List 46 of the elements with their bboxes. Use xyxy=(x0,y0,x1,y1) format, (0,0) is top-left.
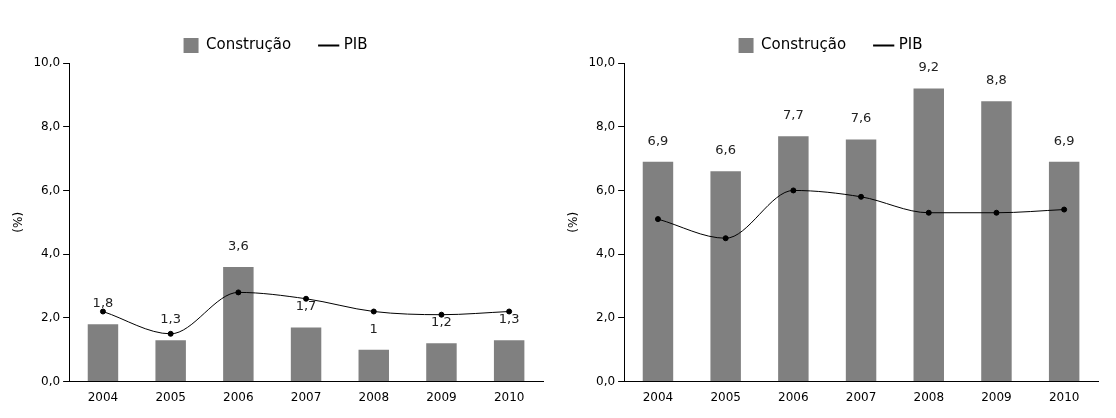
y-axis-title: (%) xyxy=(566,211,581,233)
data-label: 8,8 xyxy=(986,72,1007,88)
y-tick-label: 4,0 xyxy=(596,246,616,261)
y-tick-label: 8,0 xyxy=(41,118,61,133)
data-label: 1,3 xyxy=(160,311,182,327)
x-tick-label: 2004 xyxy=(642,389,674,404)
data-label: 7,6 xyxy=(850,110,872,126)
data-label: 9,2 xyxy=(918,59,940,75)
legend-label: PIB xyxy=(343,35,368,54)
data-label: 1,3 xyxy=(498,311,520,327)
data-label: 6,9 xyxy=(1053,132,1075,148)
y-tick-label: 6,0 xyxy=(41,182,61,197)
data-label: 1,7 xyxy=(295,298,317,314)
y-tick-label: 6,0 xyxy=(596,182,616,197)
y-axis-title: (%) xyxy=(11,211,26,233)
x-tick-label: 2007 xyxy=(845,389,877,404)
data-label: 6,9 xyxy=(647,132,669,148)
data-label: 1,8 xyxy=(92,295,114,311)
x-tick-label: 2009 xyxy=(426,389,457,404)
y-tick-label: 2,0 xyxy=(41,310,61,325)
y-tick-label: 0,0 xyxy=(596,373,616,388)
data-label: 1,2 xyxy=(431,314,452,330)
data-label: 6,6 xyxy=(715,142,737,158)
x-tick-label: 2006 xyxy=(778,389,809,404)
x-tick-label: 2008 xyxy=(358,389,390,404)
y-tick-label: 10,0 xyxy=(588,55,616,70)
y-tick-label: 4,0 xyxy=(41,246,61,261)
y-tick-label: 8,0 xyxy=(596,118,616,133)
data-label: 1 xyxy=(369,320,378,336)
x-tick-label: 2006 xyxy=(223,389,254,404)
data-label: 7,7 xyxy=(783,107,804,123)
x-tick-label: 2010 xyxy=(1048,389,1080,404)
y-tick-label: 0,0 xyxy=(41,373,61,388)
x-tick-label: 2009 xyxy=(981,389,1012,404)
y-tick-label: 2,0 xyxy=(596,310,616,325)
data-label: 3,6 xyxy=(228,237,249,253)
x-tick-label: 2007 xyxy=(290,389,322,404)
legend-label: Construção xyxy=(761,35,847,54)
x-tick-label: 2004 xyxy=(87,389,119,404)
legend-label: PIB xyxy=(898,35,923,54)
x-tick-label: 2010 xyxy=(493,389,525,404)
x-tick-label: 2005 xyxy=(710,389,741,404)
legend-label: Construção xyxy=(206,35,292,54)
x-tick-label: 2005 xyxy=(155,389,186,404)
x-tick-label: 2008 xyxy=(913,389,945,404)
y-tick-label: 10,0 xyxy=(33,55,61,70)
